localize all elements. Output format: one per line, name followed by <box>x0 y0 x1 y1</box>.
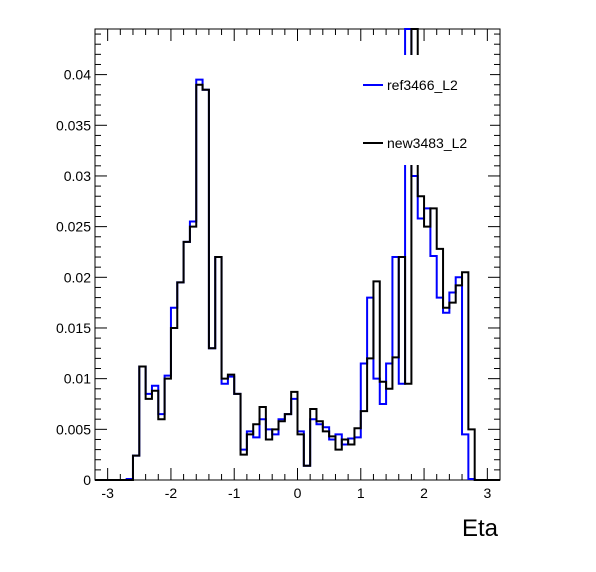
axis-ticks: -3 -2 -1 0 1 2 3 0 0.005 0.01 0.015 0.02 0.025 0.03 0.… <box>56 29 501 501</box>
x-tick-label: -1 <box>228 485 241 501</box>
y-tick-label: 0.025 <box>56 219 91 235</box>
y-tick-label: 0.01 <box>64 371 91 387</box>
x-tick-label: -3 <box>101 485 114 501</box>
series-lines <box>95 28 500 481</box>
y-tick-label: 0.02 <box>64 269 91 285</box>
legend: ref3466_L2 new3483_L2 <box>358 55 490 165</box>
x-tick-label: 2 <box>420 485 428 501</box>
series-line-new3483_L2 <box>95 28 500 481</box>
x-tick-label: 0 <box>294 485 302 501</box>
legend-label-new3483_L2: new3483_L2 <box>387 135 467 151</box>
legend-box <box>358 55 490 165</box>
y-tick-label: 0.035 <box>56 117 91 133</box>
y-tick-label: 0.04 <box>64 67 91 83</box>
legend-label-ref3466_L2: ref3466_L2 <box>387 77 458 93</box>
x-tick-label: 3 <box>483 485 491 501</box>
x-tick-label: -2 <box>165 485 178 501</box>
y-tick-label: 0 <box>83 472 91 488</box>
x-axis-title: Eta <box>462 515 499 542</box>
y-tick-label: 0.005 <box>56 421 91 437</box>
y-tick-label: 0.015 <box>56 320 91 336</box>
y-tick-label: 0.03 <box>64 168 91 184</box>
x-tick-label: 1 <box>357 485 365 501</box>
